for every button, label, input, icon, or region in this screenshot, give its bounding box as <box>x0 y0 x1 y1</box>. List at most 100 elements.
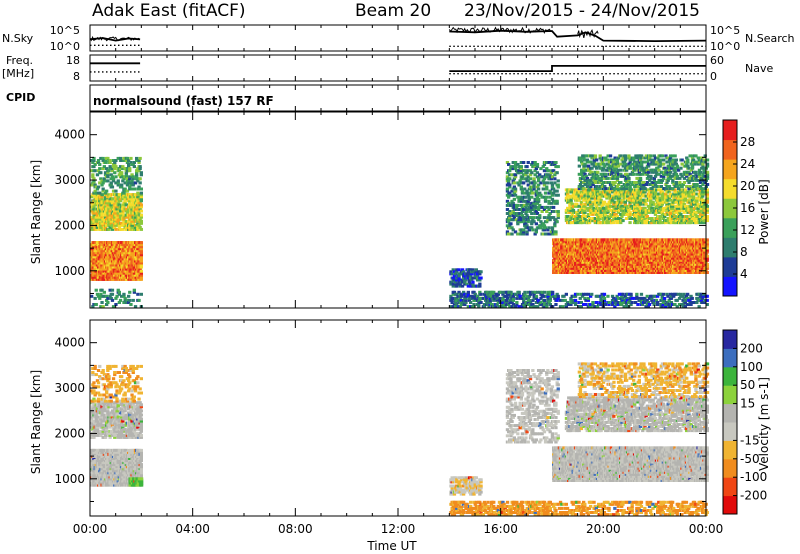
power-colorbar-label-24: 24 <box>740 157 755 171</box>
power-region-0 <box>90 241 143 281</box>
power-region-1 <box>90 193 143 231</box>
nsky-noise-trace-2 <box>577 28 599 39</box>
velocity-colorbar-label-6: 100 <box>740 360 763 374</box>
nsky-panel-series-0-segment-1 <box>449 29 707 43</box>
time-tick-label-1: 04:00 <box>175 522 210 536</box>
velocity-colorbar-bin-7 <box>723 366 737 386</box>
nsearch-label: N.Search <box>745 32 795 45</box>
velocity-colorbar-frame <box>722 329 738 515</box>
velocity-colorbar-bin-9 <box>723 330 737 349</box>
time-tick-label-6: 00:00 <box>689 522 724 536</box>
power-colorbar-bin-4 <box>723 198 737 219</box>
velocity-region-8 <box>564 396 709 433</box>
nsearch-tick-top: 10^5 <box>710 24 740 37</box>
velocity-region-2 <box>90 401 143 439</box>
power-region-3 <box>90 288 143 309</box>
power-colorbar-bin-6 <box>723 159 737 180</box>
nave-tick-top: 60 <box>710 54 724 67</box>
freq-label-2: [MHz] <box>2 67 34 80</box>
velocity-colorbar-bin-2 <box>723 458 737 478</box>
power-colorbar-bin-0 <box>723 276 737 297</box>
velocity-colorbar-label-4: 15 <box>740 397 755 411</box>
power-colorbar-label-20: 20 <box>740 179 755 193</box>
freq-label-1: Freq. <box>6 54 33 67</box>
power-colorbar-bin-1 <box>723 256 737 277</box>
nave-label: Nave <box>745 62 773 75</box>
colorbars-layer: 4 8 12 16 20 24 28 -200 -100 -50 -15 15 50 100 200 <box>722 119 767 515</box>
time-tick-label-2: 08:00 <box>278 522 313 536</box>
power-ytick-label-3000: 3000 <box>54 173 85 187</box>
date-range: 23/Nov/2015 - 24/Nov/2015 <box>464 1 700 21</box>
cpid-label: CPID <box>6 91 35 104</box>
velocity-ytick-label-4000: 4000 <box>54 336 85 350</box>
power-region-2 <box>90 156 143 195</box>
velocity-region-1 <box>128 477 144 487</box>
power-colorbar-label-12: 12 <box>740 223 755 237</box>
power-colorbar-title: Power [dB] <box>757 179 771 244</box>
velocity-colorbar-label-7: 200 <box>740 341 763 355</box>
power-region-10 <box>552 292 709 309</box>
velocity-region-5 <box>449 476 483 496</box>
nsky-tick-bottom: 10^0 <box>50 40 80 53</box>
time-tick-label-3: 12:00 <box>381 522 416 536</box>
nsearch-tick-bottom: 10^0 <box>710 40 740 53</box>
freq-panel-series-0-segment-1 <box>449 65 706 72</box>
velocity-colorbar-label-3: -15 <box>740 433 760 447</box>
cpid-text: normalsound (fast) 157 RF <box>93 94 274 108</box>
nsky-noise-trace-3 <box>89 35 140 42</box>
power-colorbar-bin-5 <box>723 178 737 199</box>
power-region-8 <box>564 188 709 225</box>
velocity-colorbar-bin-0 <box>723 495 737 515</box>
power-ytick-label-1000: 1000 <box>54 264 85 278</box>
power-colorbar-bin-8 <box>723 120 737 141</box>
nsky-tick-top: 10^5 <box>50 24 80 37</box>
power-ytick-label-4000: 4000 <box>54 128 85 142</box>
velocity-region-10 <box>552 500 709 517</box>
velocity-ytick-label-2000: 2000 <box>54 426 85 440</box>
velocity-region-6 <box>505 369 560 444</box>
power-region-9 <box>577 154 710 191</box>
power-colorbar-label-8: 8 <box>740 245 748 259</box>
timeseries-lines-layer <box>89 26 707 75</box>
velocity-colorbar-label-2: -50 <box>740 452 760 466</box>
velocity-ytick-label-3000: 3000 <box>54 381 85 395</box>
velocity-y-axis-title: Slant Range [km] <box>29 370 43 474</box>
velocity-region-9 <box>577 362 710 399</box>
power-colorbar-bin-7 <box>723 139 737 160</box>
velocity-colorbar-bin-5 <box>723 403 737 423</box>
time-tick-label-4: 16:00 <box>483 522 518 536</box>
power-colorbar-label-28: 28 <box>740 135 755 149</box>
velocity-colorbar-bin-6 <box>723 385 737 405</box>
nsky-noise-trace <box>448 26 552 34</box>
power-region-5 <box>449 290 555 309</box>
velocity-colorbar-bin-3 <box>723 440 737 460</box>
velocity-ytick-label-1000: 1000 <box>54 472 85 486</box>
velocity-colorbar-label-1: -100 <box>740 470 767 484</box>
time-tick-label-0: 00:00 <box>73 522 108 536</box>
heatmap-cells-layer <box>90 154 710 517</box>
power-region-6 <box>505 161 560 236</box>
power-colorbar-label-4: 4 <box>740 267 748 281</box>
velocity-region-7 <box>552 446 709 482</box>
power-region-7 <box>552 238 709 274</box>
time-tick-label-5: 20:00 <box>586 522 621 536</box>
freq-tick-bottom: 8 <box>73 70 80 83</box>
velocity-region-4 <box>449 500 555 517</box>
power-y-axis-title: Slant Range [km] <box>29 160 43 264</box>
power-ytick-label-2000: 2000 <box>54 218 85 232</box>
x-axis-title: Time UT <box>366 539 417 553</box>
power-colorbar-label-16: 16 <box>740 201 755 215</box>
velocity-colorbar-bin-8 <box>723 348 737 368</box>
power-region-4 <box>449 268 483 288</box>
velocity-colorbar-label-5: 50 <box>740 378 755 392</box>
velocity-colorbar-label-0: -200 <box>740 489 767 503</box>
power-colorbar-bin-3 <box>723 217 737 238</box>
power-colorbar-bin-2 <box>723 237 737 258</box>
nsky-label: N.Sky <box>2 32 34 45</box>
velocity-region-3 <box>90 364 143 403</box>
station-title: Adak East (fitACF) <box>92 1 246 21</box>
nave-tick-bottom: 0 <box>710 70 717 83</box>
beam-label: Beam 20 <box>355 1 431 21</box>
